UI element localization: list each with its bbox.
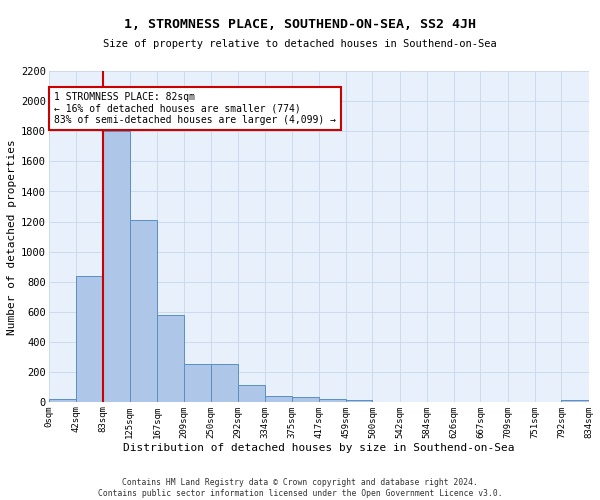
Bar [157, 315, 184, 402]
Bar [346, 400, 373, 402]
Bar [49, 398, 76, 402]
Bar [292, 397, 319, 402]
Bar [76, 276, 103, 402]
Y-axis label: Number of detached properties: Number of detached properties [7, 139, 17, 334]
Bar [211, 364, 238, 403]
Text: 1, STROMNESS PLACE, SOUTHEND-ON-SEA, SS2 4JH: 1, STROMNESS PLACE, SOUTHEND-ON-SEA, SS2… [124, 18, 476, 30]
Bar [562, 400, 589, 402]
X-axis label: Distribution of detached houses by size in Southend-on-Sea: Distribution of detached houses by size … [123, 443, 514, 453]
Bar [130, 220, 157, 402]
Bar [319, 398, 346, 402]
Text: Contains HM Land Registry data © Crown copyright and database right 2024.
Contai: Contains HM Land Registry data © Crown c… [98, 478, 502, 498]
Text: Size of property relative to detached houses in Southend-on-Sea: Size of property relative to detached ho… [103, 39, 497, 49]
Bar [238, 385, 265, 402]
Bar [184, 364, 211, 403]
Text: 1 STROMNESS PLACE: 82sqm
← 16% of detached houses are smaller (774)
83% of semi-: 1 STROMNESS PLACE: 82sqm ← 16% of detach… [54, 92, 336, 125]
Bar [103, 131, 130, 402]
Bar [265, 396, 292, 402]
